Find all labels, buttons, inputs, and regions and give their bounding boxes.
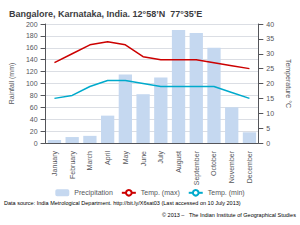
svg-text:Bangalore, Karnataka, India. 1: Bangalore, Karnataka, India. 12°58’N 77°… — [9, 9, 202, 19]
svg-text:October: October — [210, 150, 217, 176]
svg-text:120: 120 — [26, 68, 38, 75]
svg-text:20: 20 — [30, 128, 38, 135]
svg-text:May: May — [122, 151, 130, 165]
svg-text:10: 10 — [266, 110, 274, 117]
svg-text:Temp. (min): Temp. (min) — [208, 189, 245, 197]
svg-text:40: 40 — [266, 21, 274, 28]
svg-text:200: 200 — [26, 21, 38, 28]
svg-text:30: 30 — [266, 50, 274, 57]
svg-text:Rainfall (mm): Rainfall (mm) — [8, 63, 16, 105]
svg-text:0: 0 — [34, 140, 38, 147]
svg-text:Precipitation: Precipitation — [74, 189, 113, 197]
svg-text:160: 160 — [26, 44, 38, 51]
svg-text:March: March — [86, 151, 93, 171]
svg-text:July: July — [157, 151, 165, 164]
svg-text:June: June — [140, 151, 147, 166]
svg-text:40: 40 — [30, 116, 38, 123]
svg-text:Temperature °C: Temperature °C — [284, 59, 292, 108]
svg-text:5: 5 — [266, 125, 270, 132]
svg-text:January: January — [51, 151, 59, 176]
svg-text:80: 80 — [30, 92, 38, 99]
svg-text:August: August — [175, 151, 183, 173]
svg-text:180: 180 — [26, 32, 38, 39]
svg-text:140: 140 — [26, 56, 38, 63]
svg-text:20: 20 — [266, 80, 274, 87]
svg-text:September: September — [193, 150, 201, 185]
svg-text:December: December — [246, 150, 253, 183]
svg-text:Temp. (max): Temp. (max) — [141, 189, 180, 197]
svg-text:February: February — [69, 151, 77, 180]
svg-text:© 2013 – The Indian Institut: © 2013 – The Indian Institute of Geograp… — [162, 212, 296, 218]
svg-text:25: 25 — [266, 65, 274, 72]
svg-text:35: 35 — [266, 35, 274, 42]
svg-text:Data source: India Metrologica: Data source: India Metrological Departme… — [4, 200, 241, 206]
svg-text:November: November — [228, 150, 235, 183]
svg-text:April: April — [104, 151, 112, 165]
svg-text:60: 60 — [30, 104, 38, 111]
svg-text:0: 0 — [266, 140, 270, 147]
svg-text:100: 100 — [26, 80, 38, 87]
svg-text:15: 15 — [266, 95, 274, 102]
